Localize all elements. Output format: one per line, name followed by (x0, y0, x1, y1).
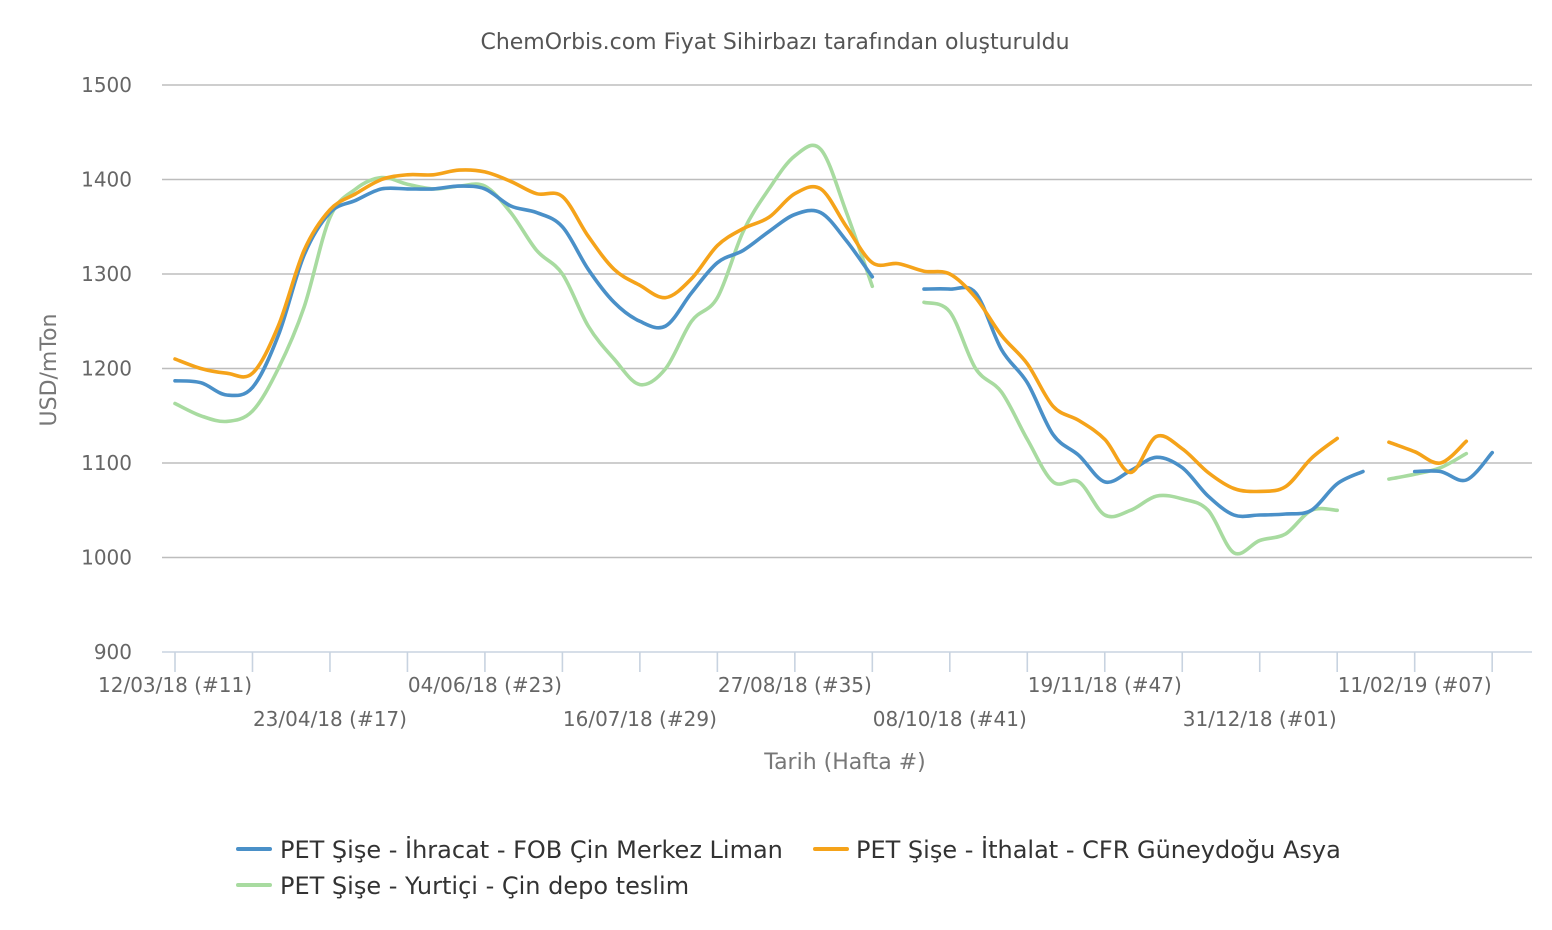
x-tick-label: 08/10/18 (#41) (873, 707, 1027, 731)
x-tick-label: 11/02/19 (#07) (1338, 673, 1492, 697)
legend-item-import[interactable]: PET Şişe - İthalat - CFR Güneydoğu Asya (813, 835, 1341, 864)
series-line-export[interactable] (173, 184, 1494, 519)
x-axis-label: Tarih (Hafta #) (763, 750, 925, 775)
x-axis: 12/03/18 (#11)23/04/18 (#17)04/06/18 (#2… (98, 651, 1532, 731)
x-tick-label: 04/06/18 (#23) (408, 673, 562, 697)
y-axis-ticks: 900 1000 1100 1200 1300 1400 1500 (81, 73, 132, 664)
y-tick-label: 1400 (81, 168, 132, 192)
y-tick-label: 900 (94, 640, 132, 664)
legend-label-export: PET Şişe - İhracat - FOB Çin Merkez Lima… (280, 835, 783, 864)
legend-label-import: PET Şişe - İthalat - CFR Güneydoğu Asya (856, 835, 1341, 864)
series-line-import[interactable] (173, 168, 1469, 494)
gridlines (162, 84, 1532, 559)
y-tick-label: 1300 (81, 262, 132, 286)
y-tick-label: 1500 (81, 73, 132, 97)
x-tick-label: 23/04/18 (#17) (253, 707, 407, 731)
legend-label-domestic: PET Şişe - Yurtiçi - Çin depo teslim (280, 872, 689, 900)
x-tick-label: 12/03/18 (#11) (98, 673, 252, 697)
chart-title: ChemOrbis.com Fiyat Sihirbazı tarafından… (480, 30, 1069, 55)
y-tick-label: 1100 (81, 451, 132, 475)
legend: PET Şişe - İhracat - FOB Çin Merkez Lima… (236, 835, 1341, 900)
y-tick-label: 1200 (81, 357, 132, 381)
y-tick-label: 1000 (81, 546, 132, 570)
series-lines (173, 143, 1494, 556)
x-tick-label: 16/07/18 (#29) (563, 707, 717, 731)
x-tick-label: 27/08/18 (#35) (718, 673, 872, 697)
legend-item-domestic[interactable]: PET Şişe - Yurtiçi - Çin depo teslim (236, 872, 689, 900)
legend-item-export[interactable]: PET Şişe - İhracat - FOB Çin Merkez Lima… (236, 835, 783, 864)
y-axis-label: USD/mTon (37, 314, 62, 427)
x-tick-label: 31/12/18 (#01) (1183, 707, 1337, 731)
x-tick-label: 19/11/18 (#47) (1028, 673, 1182, 697)
